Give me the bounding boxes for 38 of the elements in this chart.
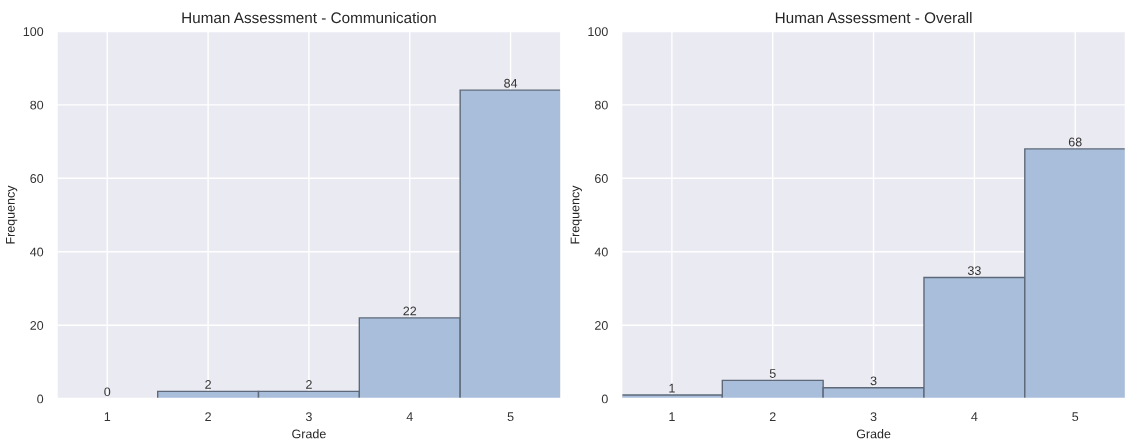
y-tick-label: 40 — [30, 247, 44, 257]
chart-title: Human Assessment - Communication — [182, 11, 436, 24]
data-label: 0 — [104, 387, 111, 397]
x-tick-label: 4 — [971, 412, 978, 421]
y-tick-label: 40 — [594, 247, 608, 257]
y-axis-title: Frequency — [570, 185, 582, 244]
y-tick-label: 0 — [601, 394, 608, 404]
y-tick-label: 60 — [30, 174, 44, 183]
y-tick-label: 100 — [23, 27, 44, 37]
y-tick-label: 80 — [30, 100, 44, 110]
x-tick-label: 5 — [507, 412, 514, 422]
y-tick-label: 100 — [588, 27, 608, 37]
data-label: 5 — [769, 369, 776, 378]
x-tick-label: 1 — [669, 412, 675, 421]
x-tick-label: 4 — [406, 412, 413, 421]
x-axis-title: Grade — [856, 429, 891, 439]
x-tick-label: 3 — [305, 412, 312, 422]
y-tick-label: 20 — [30, 321, 44, 330]
x-tick-label: 5 — [1072, 412, 1079, 422]
data-label: 2 — [306, 380, 312, 389]
x-tick-label: 2 — [769, 412, 776, 421]
data-label: 33 — [967, 266, 981, 276]
y-tick-label: 60 — [595, 174, 608, 183]
y-tick-label: 0 — [37, 394, 44, 404]
data-label: 1 — [669, 383, 675, 393]
x-tick-label: 1 — [104, 412, 111, 421]
y-tick-label: 20 — [595, 321, 608, 330]
y-axis-title: Frequency — [6, 185, 18, 244]
data-label: 2 — [205, 380, 211, 389]
x-tick-label: 2 — [205, 412, 211, 421]
y-tick-label: 80 — [594, 100, 608, 110]
x-tick-label: 3 — [870, 412, 877, 422]
chart-title: Human Assessment - Overall — [775, 11, 972, 24]
data-label: 68 — [1068, 137, 1082, 147]
x-axis-title: Grade — [292, 429, 326, 439]
data-label: 84 — [504, 78, 518, 88]
data-label: 22 — [403, 306, 417, 316]
data-label: 3 — [870, 376, 877, 386]
